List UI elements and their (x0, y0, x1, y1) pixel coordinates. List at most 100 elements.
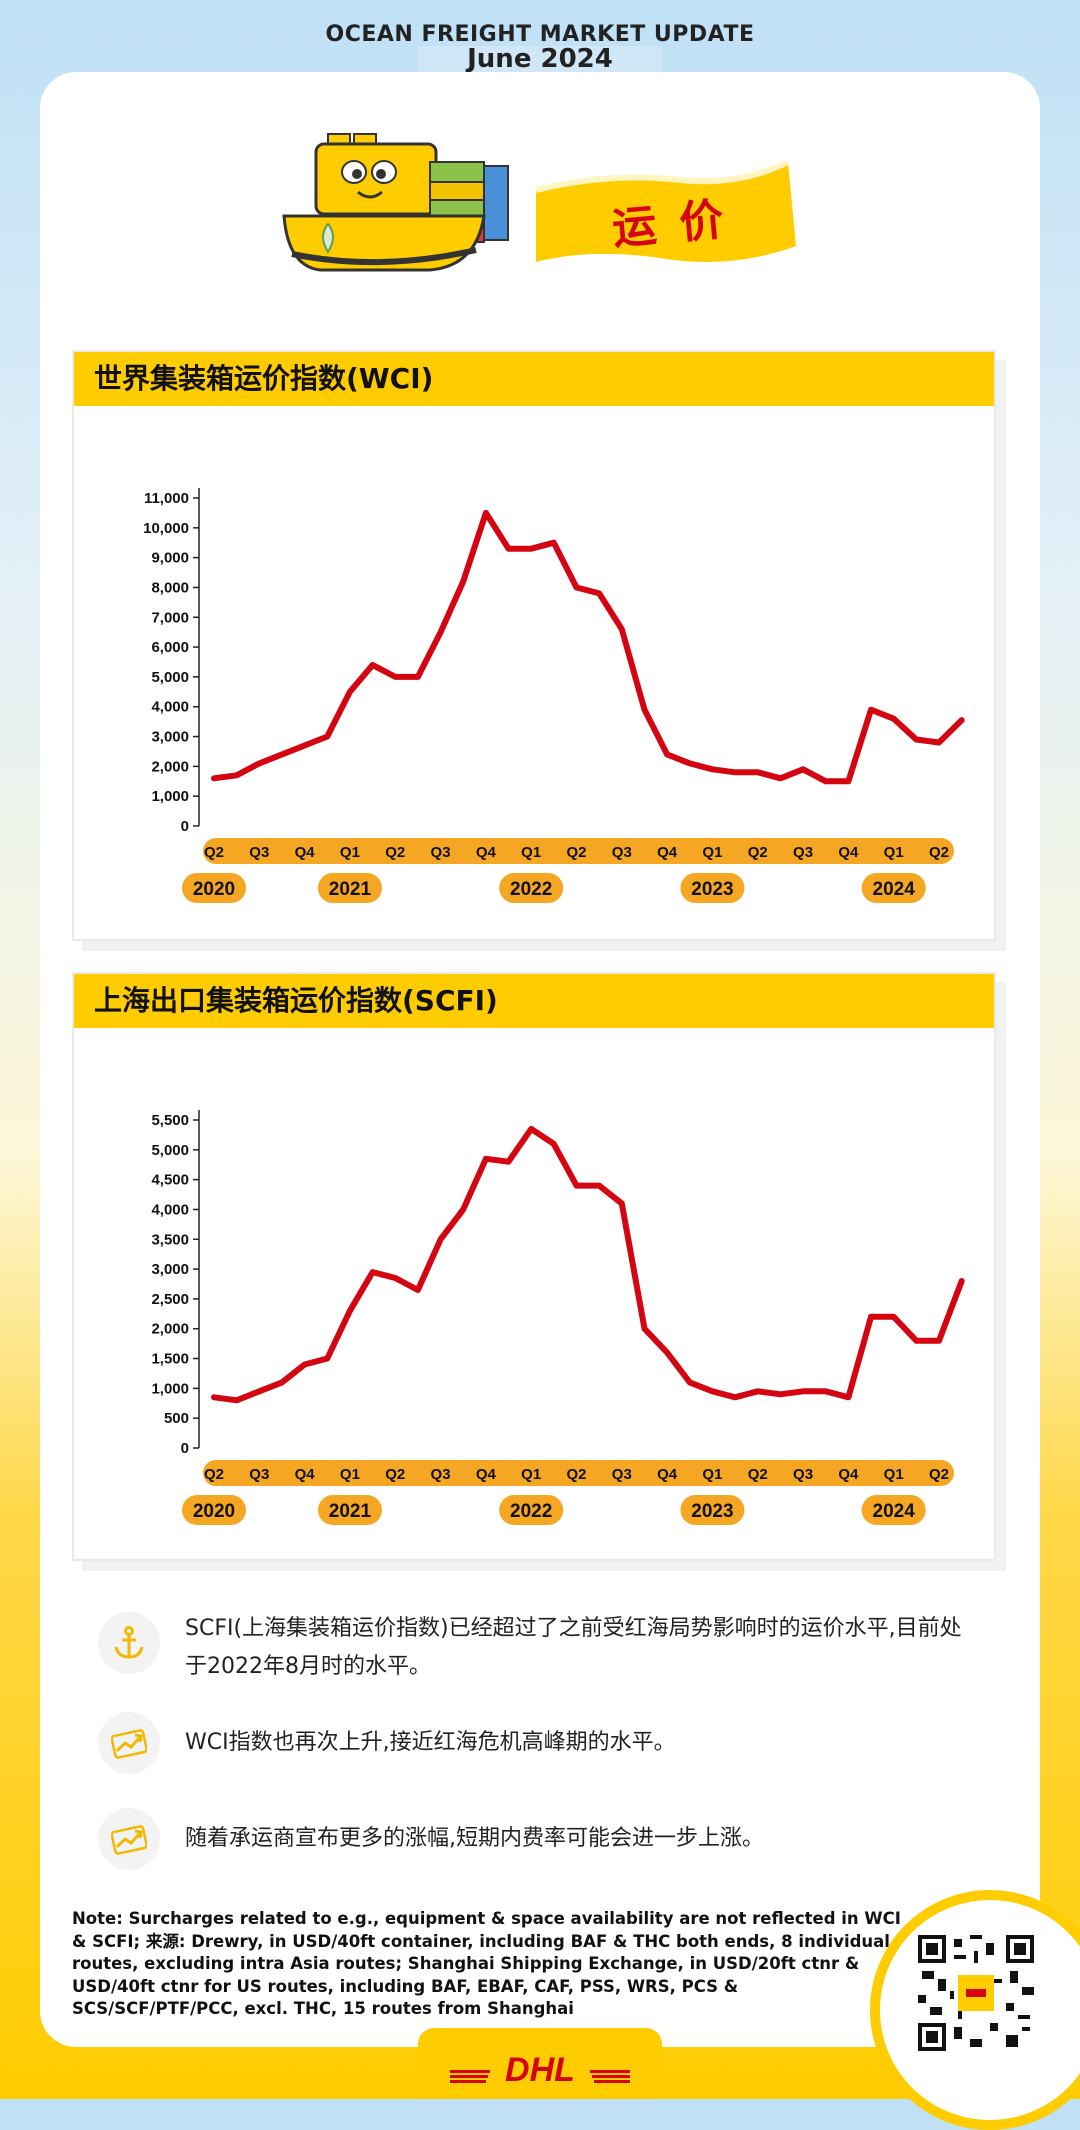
year-pill (680, 1495, 745, 1525)
x-tick-label: Q4 (657, 1466, 678, 1483)
x-tick-label: Q4 (476, 1466, 497, 1483)
x-tick-label: Q2 (385, 844, 405, 861)
quarter-axis-bar (203, 838, 954, 864)
banner-text: 运 价 (610, 194, 730, 255)
bullet-text-1: SCFI(上海集装箱运价指数)已经超过了之前受红海局势影响时的运价水平,目前处于… (185, 1616, 962, 1679)
x-tick-label: Q3 (612, 844, 632, 861)
y-tick-label: 3,000 (151, 729, 189, 746)
x-tick-label: Q2 (385, 1466, 405, 1483)
y-tick-label: 11,000 (144, 490, 189, 507)
y-tick-label: 5,500 (151, 1112, 189, 1129)
x-tick-label: Q2 (204, 844, 224, 861)
footer-tab (418, 2028, 662, 2099)
x-tick-label: Q3 (793, 844, 813, 861)
page-subtitle: June 2024 (467, 44, 613, 74)
series-line (211, 509, 965, 785)
x-tick-label: Q1 (884, 844, 904, 861)
x-tick-label: Q1 (521, 844, 541, 861)
year-label: 2021 (329, 879, 372, 900)
x-tick-label: Q3 (612, 1466, 632, 1483)
x-tick-label: Q1 (521, 1466, 541, 1483)
y-tick-label: 1,500 (151, 1351, 189, 1368)
year-label: 2023 (691, 879, 733, 900)
series-line (211, 1125, 965, 1404)
y-tick-label: 0 (181, 818, 189, 835)
x-tick-label: Q2 (748, 844, 768, 861)
x-tick-label: Q3 (793, 1466, 813, 1483)
year-label: 2023 (691, 1501, 733, 1522)
year-pill (861, 1495, 926, 1525)
qr-code[interactable] (918, 1935, 1034, 2051)
banner-flag (535, 159, 796, 262)
x-tick-label: Q4 (838, 1466, 859, 1483)
year-label: 2024 (873, 1501, 916, 1522)
y-tick-label: 0 (181, 1440, 189, 1457)
y-tick-label: 2,000 (151, 758, 189, 775)
y-tick-label: 3,000 (151, 1261, 189, 1278)
wci-chart-panel: 世界集装箱运价指数(WCI) 0 1,000 2,000 3,000 4,000 5,00… (72, 350, 996, 941)
y-tick-label: 5,000 (151, 669, 189, 686)
scfi-chart-panel: 上海出口集装箱运价指数(SCFI) 0 500 1,000 1,500 2,000 2,5… (72, 972, 996, 1561)
y-tick-label: 6,000 (151, 639, 189, 656)
year-pill (182, 873, 246, 903)
x-tick-label: Q2 (748, 1466, 768, 1483)
x-tick-label: Q4 (295, 844, 316, 861)
year-pill (499, 873, 564, 903)
year-pill (317, 1495, 382, 1525)
x-tick-label: Q1 (340, 844, 360, 861)
x-tick-label: Q2 (929, 844, 949, 861)
x-tick-label: Q3 (249, 1466, 269, 1483)
y-tick-label: 9,000 (151, 550, 189, 567)
x-tick-label: Q2 (566, 1466, 586, 1483)
year-pill (680, 873, 745, 903)
x-tick-label: Q4 (476, 844, 497, 861)
scfi-line-chart: 0 500 1,000 1,500 2,000 2,500 3,000 3,500 4,000 4… (151, 1110, 965, 1525)
year-label: 2024 (873, 879, 916, 900)
ship-mascot-illustration (282, 133, 509, 272)
dhl-logo-text: DHL (505, 2051, 575, 2084)
wci-line-chart: 0 1,000 2,000 3,000 4,000 5,000 6,000 7,000 8,00… (143, 488, 965, 903)
x-tick-label: Q1 (340, 1466, 360, 1483)
x-tick-label: Q2 (566, 844, 586, 861)
x-tick-label: Q1 (884, 1466, 904, 1483)
y-tick-label: 2,000 (151, 1321, 189, 1338)
source-note: Note: Surcharges related to e.g., equipm… (72, 1909, 901, 2018)
x-tick-label: Q3 (431, 844, 451, 861)
x-tick-label: Q4 (657, 844, 678, 861)
y-tick-label: 4,000 (151, 1201, 189, 1218)
x-tick-label: Q3 (431, 1466, 451, 1483)
bullet-text-2: WCI指数也再次上升,接近红海危机高峰期的水平。 (185, 1730, 676, 1755)
y-tick-label: 7,000 (151, 609, 189, 626)
dhl-logo: DHL (450, 2051, 630, 2084)
x-tick-label: Q1 (702, 1466, 722, 1483)
x-tick-label: Q4 (838, 844, 859, 861)
year-pill (317, 873, 382, 903)
x-tick-label: Q2 (929, 1466, 949, 1483)
anchor-icon (98, 1612, 160, 1674)
wci-chart-title: 世界集装箱运价指数(WCI) (74, 352, 994, 406)
scfi-chart-title: 上海出口集装箱运价指数(SCFI) (74, 974, 994, 1028)
quarter-axis-bar (203, 1460, 954, 1486)
y-tick-label: 2,500 (151, 1291, 189, 1308)
year-label: 2020 (193, 1501, 235, 1522)
y-tick-label: 500 (164, 1410, 189, 1427)
year-pill (499, 1495, 564, 1525)
year-label: 2022 (510, 879, 552, 900)
year-label: 2021 (329, 1501, 372, 1522)
y-tick-label: 5,000 (151, 1142, 189, 1159)
page-title: OCEAN FREIGHT MARKET UPDATE (325, 22, 755, 47)
year-pill (861, 873, 926, 903)
y-tick-label: 3,500 (151, 1231, 189, 1248)
y-tick-label: 4,500 (151, 1172, 189, 1189)
x-tick-label: Q1 (702, 844, 722, 861)
x-tick-label: Q2 (204, 1466, 224, 1483)
y-tick-label: 10,000 (143, 520, 189, 537)
y-tick-label: 4,000 (151, 699, 189, 716)
year-pill (182, 1495, 246, 1525)
y-tick-label: 1,000 (151, 1380, 189, 1397)
y-tick-label: 1,000 (151, 788, 189, 805)
year-label: 2020 (193, 879, 235, 900)
trend-up-icon (98, 1808, 160, 1870)
year-label: 2022 (510, 1501, 552, 1522)
bullet-text-3: 随着承运商宣布更多的涨幅,短期内费率可能会进一步上涨。 (185, 1826, 764, 1851)
